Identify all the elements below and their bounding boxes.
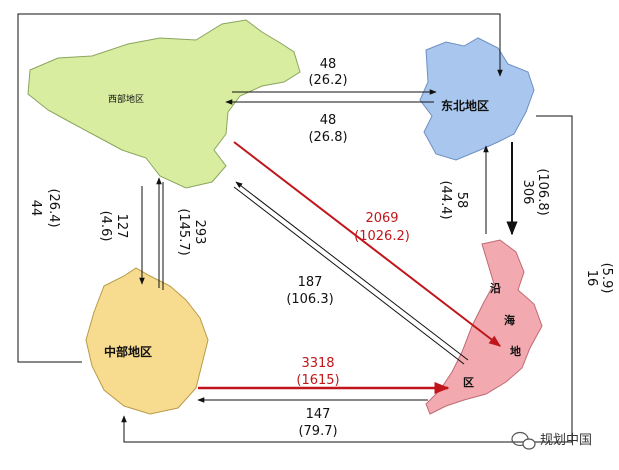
flow-coast-to-central-share: (79.7) <box>298 424 337 439</box>
coastal-label-char-4: 区 <box>463 376 474 389</box>
flow-w-to-ne-value: 48 <box>320 57 337 72</box>
west-region-shape <box>27 19 301 189</box>
connector-top-west-northeast <box>17 13 503 135</box>
flow-coast-to-ne-share: (44.4) <box>438 180 453 219</box>
flow-ne-to-central-share: (5.9) <box>599 263 614 294</box>
coastal-label-char-1: 沿 <box>490 281 501 295</box>
flow-central-to-coast-share: (1615) <box>296 373 339 388</box>
west-region-label: 西部地区 <box>108 93 144 105</box>
flow-ne-to-coast-share: (106.8) <box>535 168 550 215</box>
wechat-icon <box>511 431 536 450</box>
northeast-region-shape <box>419 37 535 161</box>
flow-w-to-central-share: (4.6) <box>98 211 113 242</box>
flow-central-to-coast-value: 3318 <box>301 356 334 371</box>
connector-right-northeast-central <box>121 115 573 443</box>
coastal-region-shape <box>425 239 543 415</box>
flow-ne-to-w-value: 48 <box>320 113 337 128</box>
flow-ne-to-central-value: 16 <box>584 270 599 287</box>
flow-w-to-coast-share: (1026.2) <box>354 229 410 244</box>
flow-central-to-w-share: (145.7) <box>176 208 191 255</box>
flow-coast-to-w-value: 187 <box>298 275 323 290</box>
arrow-coastal-to-west-double <box>233 186 465 365</box>
watermark-text: 规划中国 <box>540 433 592 448</box>
flow-coast-to-w-share: (106.3) <box>286 292 333 307</box>
flow-central-to-ne-value: 44 <box>28 200 43 217</box>
coastal-label-char-2: 海 <box>504 313 515 327</box>
arrow-coastal-to-west <box>235 181 469 361</box>
coastal-label-char-3: 地 <box>510 344 521 358</box>
flow-ne-to-w-share: (26.8) <box>308 130 347 145</box>
flow-w-to-ne-share: (26.2) <box>308 73 347 88</box>
flow-coast-to-central-value: 147 <box>306 407 331 422</box>
flow-w-to-central-value: 127 <box>114 214 129 239</box>
flow-central-to-ne-share: (26.4) <box>46 188 61 227</box>
flow-central-to-w-value: 293 <box>192 220 207 245</box>
flow-ne-to-coast-value: 306 <box>520 180 535 205</box>
flow-coast-to-ne-value: 58 <box>454 192 469 209</box>
connector-left-central <box>17 135 82 363</box>
flow-w-to-coast-value: 2069 <box>365 211 398 226</box>
central-region-shape <box>85 267 209 415</box>
central-region-label: 中部地区 <box>104 344 152 359</box>
northeast-region-label: 东北地区 <box>441 98 489 113</box>
arrow-west-to-coastal <box>233 141 501 347</box>
